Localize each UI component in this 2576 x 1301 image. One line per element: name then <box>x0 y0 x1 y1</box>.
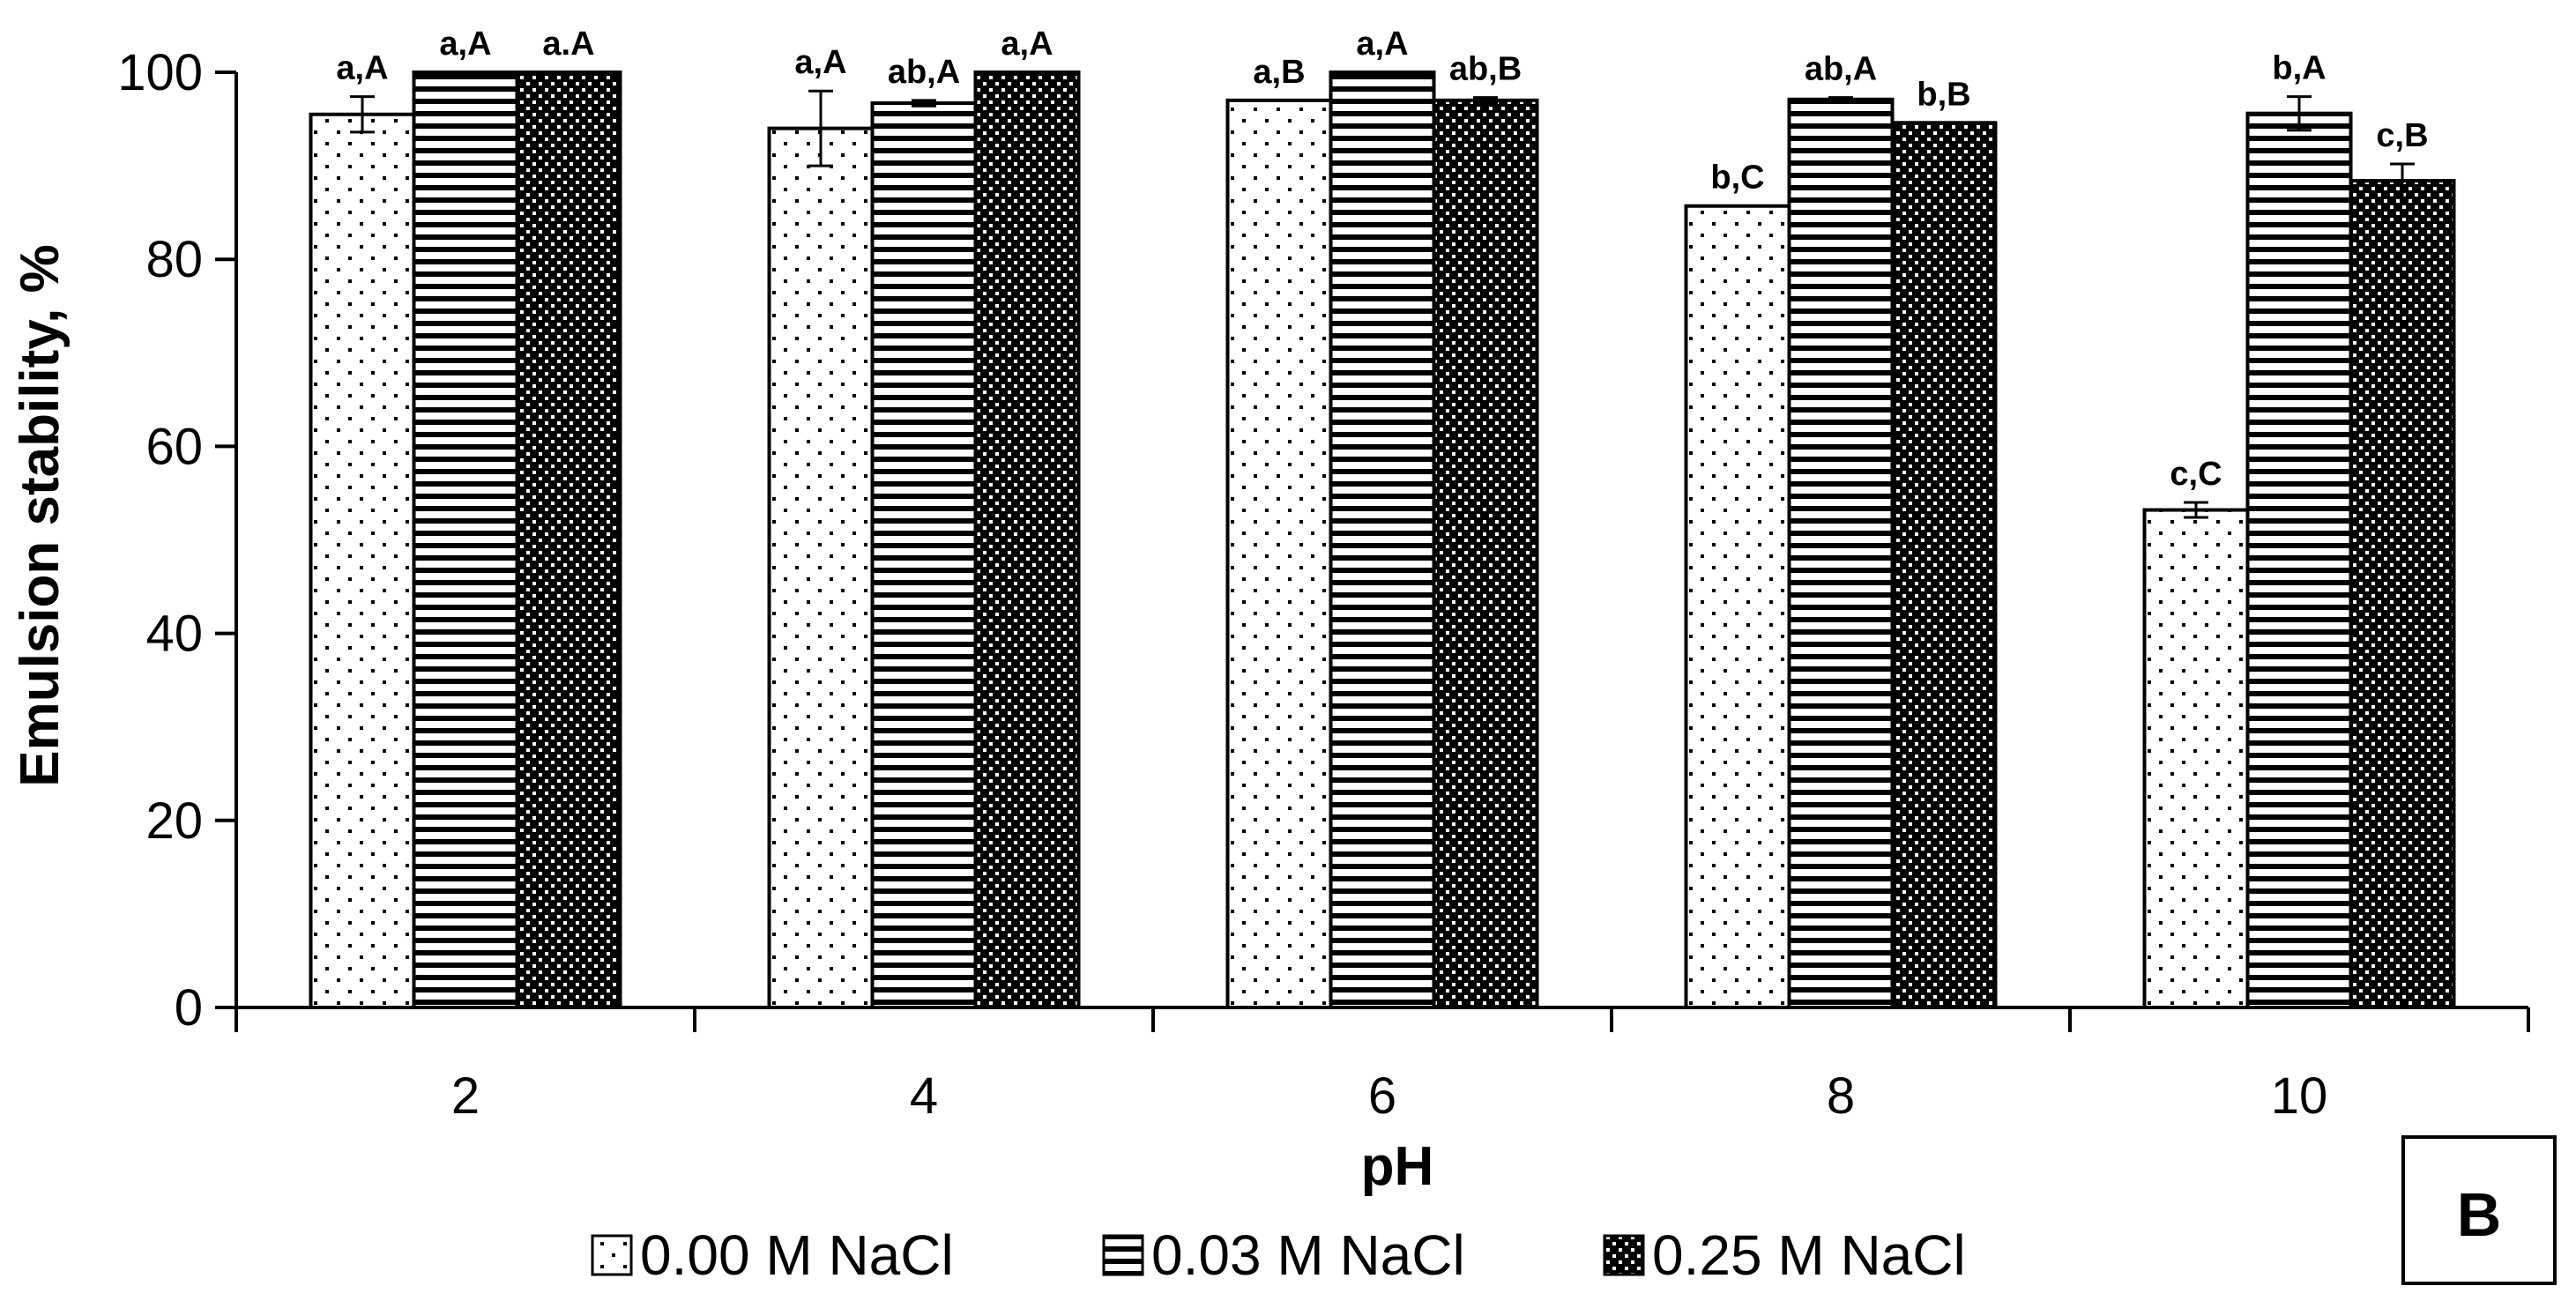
significance-label: a,A <box>336 50 388 87</box>
bar <box>767 126 875 1010</box>
significance-labels: a,A a,A a,B b,C c,C a,A ab,A a,A ab,A b,A a.A a,A ab… <box>336 26 2428 493</box>
significance-label: b,C <box>1710 160 1764 197</box>
y-tick-label: 100 <box>117 44 203 101</box>
bar <box>2142 508 2250 1009</box>
legend-label: 0.00 M NaCl <box>640 1223 954 1287</box>
bar <box>1329 71 1436 1009</box>
bar <box>1890 121 1998 1009</box>
significance-label: a,A <box>1356 26 1408 63</box>
bar <box>2245 111 2353 1009</box>
significance-label: b,B <box>1917 76 1970 113</box>
x-tick-label: 10 <box>2271 1067 2328 1125</box>
y-axis-title: Emulsion stability, % <box>10 244 71 787</box>
bar <box>515 71 622 1009</box>
panel-label-box: B <box>2401 1135 2557 1285</box>
x-axis-title: pH <box>1361 1136 1434 1197</box>
x-tick-label: 4 <box>910 1067 938 1125</box>
y-tick-label: 60 <box>145 418 203 475</box>
legend: 0.00 M NaCl 0.03 M NaCl 0.25 M NaCl <box>591 1223 1966 1287</box>
bar <box>870 101 978 1010</box>
panel-label: B <box>2457 1180 2502 1249</box>
y-tick-label: 80 <box>145 231 203 288</box>
x-axis: 2 4 6 8 10 <box>235 1006 2530 1125</box>
error-bars <box>350 89 2415 519</box>
bar <box>309 112 416 1009</box>
legend-swatch <box>591 1234 633 1276</box>
significance-label: c,B <box>2376 117 2428 154</box>
legend-item: 0.03 M NaCl <box>1102 1223 1465 1287</box>
legend-swatch <box>1102 1234 1144 1276</box>
y-axis: 0 20 40 60 80 100 <box>117 44 238 1037</box>
x-tick-label: 8 <box>1827 1067 1855 1125</box>
significance-label: ab,A <box>888 54 960 91</box>
legend-label: 0.25 M NaCl <box>1652 1223 1966 1287</box>
significance-label: a,B <box>1253 54 1305 91</box>
x-tick-label: 2 <box>451 1067 480 1125</box>
bar <box>1684 204 1791 1009</box>
bar <box>412 71 519 1009</box>
significance-label: a,A <box>794 44 846 81</box>
bar <box>973 71 1081 1009</box>
legend-swatch <box>1603 1234 1645 1276</box>
significance-label: ab,B <box>1449 51 1522 88</box>
bars <box>309 71 2456 1010</box>
y-tick-label: 40 <box>145 606 203 663</box>
x-tick-label: 6 <box>1368 1067 1396 1125</box>
bar <box>1787 97 1895 1009</box>
y-tick-label: 20 <box>145 792 203 850</box>
significance-label: a.A <box>542 26 594 63</box>
significance-label: ab,A <box>1805 51 1877 88</box>
bar <box>1225 98 1333 1010</box>
legend-item: 0.25 M NaCl <box>1603 1223 1966 1287</box>
y-tick-label: 0 <box>175 979 203 1037</box>
bar <box>1432 98 1539 1010</box>
legend-label: 0.03 M NaCl <box>1151 1223 1465 1287</box>
significance-label: a,A <box>439 26 491 63</box>
legend-item: 0.00 M NaCl <box>591 1223 954 1287</box>
bar <box>2349 179 2456 1010</box>
significance-label: b,A <box>2272 50 2326 87</box>
significance-label: a,A <box>1001 26 1053 63</box>
significance-label: c,C <box>2170 456 2222 493</box>
